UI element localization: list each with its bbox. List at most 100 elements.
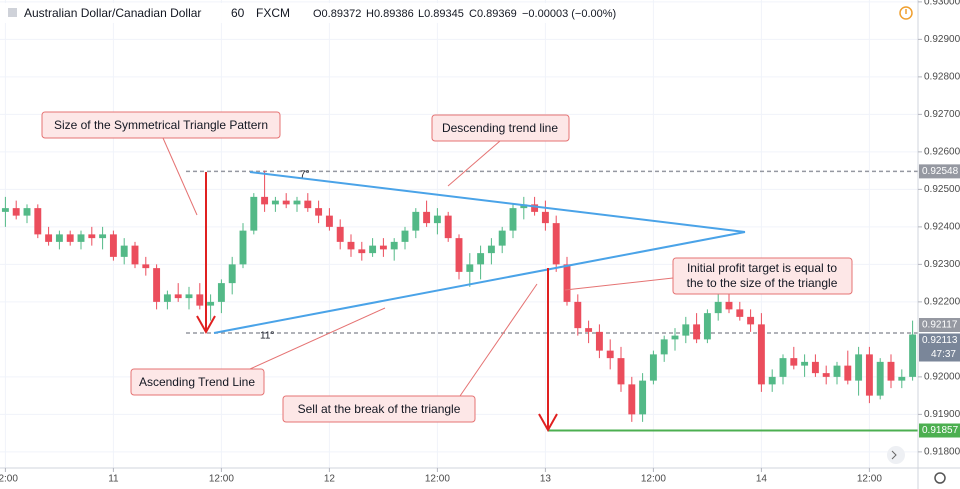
level-label: 0.92548: [922, 166, 959, 177]
candle-body: [185, 294, 193, 299]
candle-body: [228, 264, 236, 284]
callout-text: Ascending Trend Line: [139, 375, 255, 389]
callout-text: the to the size of the triangle: [687, 276, 838, 290]
callout-box: [282, 395, 476, 423]
candle-body: [217, 283, 225, 302]
candle-body: [541, 211, 549, 224]
candle-body: [703, 313, 711, 340]
candle-body: [649, 354, 657, 381]
candle-body: [790, 358, 798, 366]
y-tick-label: 0.92200: [924, 297, 960, 308]
candle-body: [779, 358, 787, 377]
ascending-trend-line: [213, 231, 746, 334]
x-tick-label: 12:00: [209, 474, 234, 485]
candle-body: [369, 245, 377, 254]
x-tick-label: 13: [540, 474, 552, 485]
candle-body: [898, 376, 906, 381]
candle-body: [304, 200, 312, 209]
candle-body: [487, 245, 495, 254]
candle-body: [520, 204, 528, 209]
candle-body: [736, 309, 744, 317]
alert-icon[interactable]: [899, 6, 913, 20]
callout-text: Descending trend line: [442, 121, 558, 135]
candle-body: [196, 294, 204, 306]
candle-body: [595, 331, 603, 351]
level-badge: [919, 423, 960, 438]
candle-body: [55, 234, 63, 242]
ohlc-low: L0.89345: [418, 8, 464, 20]
candle-body: [109, 234, 117, 257]
candle-body: [142, 264, 150, 269]
candle-body: [250, 196, 258, 231]
candle-body: [682, 324, 690, 336]
drawings: 7° 11° Size of the Symmetrical Triangle …: [41, 111, 853, 433]
descending-trend-line: [249, 171, 746, 233]
callout-box: [130, 368, 265, 396]
candle-body: [639, 380, 647, 415]
candle-body: [865, 354, 873, 396]
candle-body: [574, 301, 582, 329]
y-tick-label: 0.92900: [924, 34, 960, 45]
y-tick-label: 0.93000: [924, 0, 960, 8]
callout-text: Initial profit target is equal to: [687, 261, 837, 275]
candle-body: [325, 215, 333, 227]
candle-body: [174, 294, 182, 299]
y-tick-label: 0.91800: [924, 447, 960, 458]
callout-box: [41, 111, 281, 139]
candle-body: [315, 208, 323, 216]
size-arrow-head: [196, 315, 216, 335]
candle-body: [714, 301, 722, 314]
candle-body: [131, 245, 139, 265]
candle-body: [747, 316, 755, 325]
candle-body: [531, 204, 539, 212]
candle-body: [358, 249, 366, 254]
candle-body: [347, 241, 355, 250]
settings-icon[interactable]: [934, 472, 946, 484]
y-tick-label: 0.92000: [924, 372, 960, 383]
candle-body: [433, 215, 441, 224]
candle-body: [585, 328, 593, 332]
y-tick-label: 0.92600: [924, 147, 960, 158]
candle-body: [509, 208, 517, 231]
candle-body: [811, 361, 819, 374]
y-tick-label: 0.92700: [924, 109, 960, 120]
candle-body: [887, 361, 895, 381]
callout-pointer: [459, 283, 538, 397]
ohlc-high: H0.89386: [366, 8, 414, 20]
candle-body: [876, 361, 884, 396]
interval: 60: [231, 6, 245, 20]
candle-body: [379, 245, 387, 250]
candle-body: [12, 208, 20, 216]
ohlc-close: C0.89369: [469, 8, 517, 20]
candle-body: [239, 230, 247, 265]
candle-body: [606, 350, 614, 359]
candle-body: [833, 365, 841, 377]
candle-body: [34, 208, 42, 235]
candle-body: [120, 245, 128, 257]
candle-body: [401, 230, 409, 242]
y-tick-label: 0.91900: [924, 409, 960, 420]
candle-body: [88, 234, 96, 239]
candle-body: [671, 335, 679, 340]
levels: [186, 170, 918, 432]
candle-body: [617, 358, 625, 385]
candle-body: [725, 301, 733, 310]
candle-body: [261, 196, 269, 205]
callout-pointer: [249, 307, 386, 370]
candle-body: [282, 200, 290, 205]
candle-body: [66, 234, 74, 242]
x-tick-label: 12:00: [641, 474, 666, 485]
source: FXCM: [256, 6, 290, 20]
candle-body: [271, 200, 279, 205]
scroll-icon: [891, 450, 897, 460]
symbol: Australian Dollar/Canadian Dollar: [24, 6, 201, 20]
target-arrow-head: [538, 413, 558, 433]
level-badge: [919, 318, 960, 332]
candle-body: [628, 384, 636, 415]
candle-body: [1, 208, 9, 212]
candle-body: [153, 268, 161, 302]
x-tick-label: 12:00: [425, 474, 450, 485]
x-tick-label: 12:00: [0, 474, 18, 485]
